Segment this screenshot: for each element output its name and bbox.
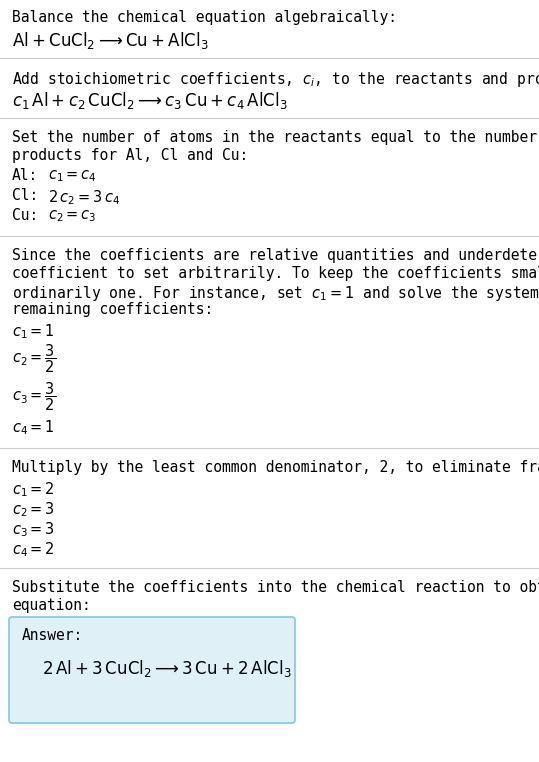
Text: $c_4 = 2$: $c_4 = 2$: [12, 540, 55, 559]
Text: $c_3 = \dfrac{3}{2}$: $c_3 = \dfrac{3}{2}$: [12, 380, 56, 412]
Text: products for Al, Cl and Cu:: products for Al, Cl and Cu:: [12, 148, 248, 163]
Text: $c_1\,\mathrm{Al} + c_2\,\mathrm{CuCl_2} \longrightarrow c_3\,\mathrm{Cu} + c_4\: $c_1\,\mathrm{Al} + c_2\,\mathrm{CuCl_2}…: [12, 90, 288, 111]
Text: $c_1 = c_4$: $c_1 = c_4$: [48, 168, 97, 184]
Text: Answer:: Answer:: [22, 628, 83, 643]
Text: $c_2 = c_3$: $c_2 = c_3$: [48, 208, 96, 224]
Text: ordinarily one. For instance, set $c_1 = 1$ and solve the system of equations fo: ordinarily one. For instance, set $c_1 =…: [12, 284, 539, 303]
Text: Set the number of atoms in the reactants equal to the number of atoms in the: Set the number of atoms in the reactants…: [12, 130, 539, 145]
Text: Al:: Al:: [12, 168, 38, 183]
Text: Substitute the coefficients into the chemical reaction to obtain the balanced: Substitute the coefficients into the che…: [12, 580, 539, 595]
Text: remaining coefficients:: remaining coefficients:: [12, 302, 213, 317]
Text: $2\,c_2 = 3\,c_4$: $2\,c_2 = 3\,c_4$: [48, 188, 120, 207]
Text: $c_2 = 3$: $c_2 = 3$: [12, 500, 55, 519]
Text: $c_2 = \dfrac{3}{2}$: $c_2 = \dfrac{3}{2}$: [12, 342, 56, 375]
Text: coefficient to set arbitrarily. To keep the coefficients small, the arbitrary va: coefficient to set arbitrarily. To keep …: [12, 266, 539, 281]
Text: $c_4 = 1$: $c_4 = 1$: [12, 418, 55, 437]
Text: Cu:: Cu:: [12, 208, 38, 223]
Text: Multiply by the least common denominator, 2, to eliminate fractional coefficient: Multiply by the least common denominator…: [12, 460, 539, 475]
Text: $c_3 = 3$: $c_3 = 3$: [12, 520, 55, 539]
Text: Add stoichiometric coefficients, $c_i$, to the reactants and products:: Add stoichiometric coefficients, $c_i$, …: [12, 70, 539, 89]
Text: Since the coefficients are relative quantities and underdetermined, choose a: Since the coefficients are relative quan…: [12, 248, 539, 263]
Text: $2\,\mathrm{Al} + 3\,\mathrm{CuCl_2} \longrightarrow 3\,\mathrm{Cu} + 2\,\mathrm: $2\,\mathrm{Al} + 3\,\mathrm{CuCl_2} \lo…: [42, 658, 292, 679]
Text: $\mathrm{Al} + \mathrm{CuCl_2} \longrightarrow \mathrm{Cu} + \mathrm{AlCl_3}$: $\mathrm{Al} + \mathrm{CuCl_2} \longrigh…: [12, 30, 209, 51]
Text: Cl:: Cl:: [12, 188, 38, 203]
Text: $c_1 = 2$: $c_1 = 2$: [12, 480, 55, 498]
Text: equation:: equation:: [12, 598, 91, 613]
Text: Balance the chemical equation algebraically:: Balance the chemical equation algebraica…: [12, 10, 397, 25]
FancyBboxPatch shape: [9, 617, 295, 723]
Text: $c_1 = 1$: $c_1 = 1$: [12, 322, 55, 341]
